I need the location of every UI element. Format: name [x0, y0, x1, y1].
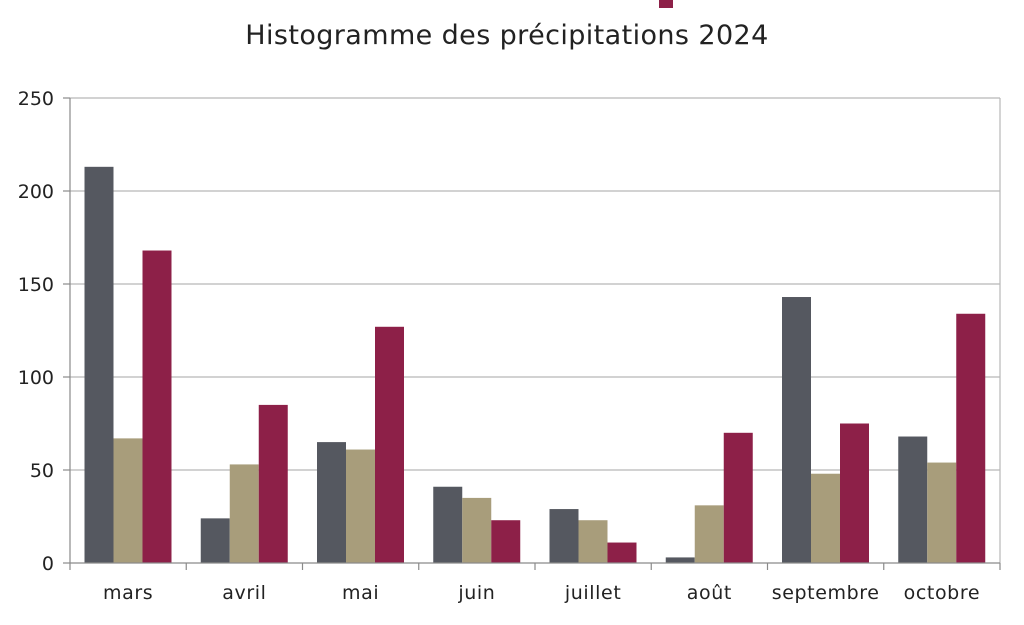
bar-avril-s3 — [258, 404, 288, 563]
y-tick-label: 150 — [18, 274, 54, 296]
x-tick-label: juillet — [564, 582, 622, 604]
tick-labels: 0 50 100 150 200 250 mars avril mai juin juillet ao… — [18, 88, 980, 604]
y-tick-label: 0 — [42, 553, 54, 575]
x-tick-label: juin — [457, 582, 495, 604]
bar-juillet-s1 — [549, 509, 579, 563]
grid-lines — [70, 97, 1000, 471]
bar-mars-s1 — [84, 166, 114, 563]
bar-août-s2 — [694, 505, 724, 563]
chart-title: Histogramme des précipitations 2024 — [245, 20, 769, 51]
x-tick-label: avril — [222, 582, 266, 604]
bar-septembre-s3 — [840, 423, 869, 563]
bar-septembre-s2 — [811, 473, 840, 563]
y-tick-label: 250 — [18, 88, 54, 110]
bar-août-s3 — [723, 432, 753, 563]
bar-juin-s3 — [491, 520, 521, 563]
y-tick-label: 50 — [30, 460, 54, 482]
bar-octobre-s2 — [927, 462, 957, 563]
bar-septembre-s1 — [782, 297, 811, 563]
bar-juin-s1 — [433, 486, 463, 563]
bar-juillet-s2 — [578, 520, 608, 563]
axes — [63, 97, 1001, 570]
y-tick-label: 200 — [18, 181, 54, 203]
bar-mars-s2 — [113, 438, 143, 563]
x-tick-label: mars — [103, 582, 153, 604]
x-tick-label: mai — [342, 582, 379, 604]
bar-mars-s3 — [142, 250, 172, 563]
x-tick-label: septembre — [772, 582, 880, 604]
x-tick-label: août — [687, 582, 732, 604]
bar-octobre-s1 — [898, 436, 928, 563]
bar-mai-s2 — [346, 449, 375, 563]
bars — [84, 166, 986, 563]
bar-mai-s1 — [317, 442, 346, 563]
bar-juillet-s3 — [607, 542, 637, 563]
bar-juin-s2 — [462, 497, 492, 563]
y-tick-label: 100 — [18, 367, 54, 389]
bar-mai-s3 — [375, 326, 404, 563]
bar-août-s1 — [665, 557, 695, 563]
x-tick-label: octobre — [904, 582, 981, 604]
bar-avril-s1 — [200, 518, 230, 563]
bar-octobre-s3 — [956, 313, 986, 563]
legend-swatch — [659, 0, 673, 8]
bar-avril-s2 — [229, 464, 259, 563]
